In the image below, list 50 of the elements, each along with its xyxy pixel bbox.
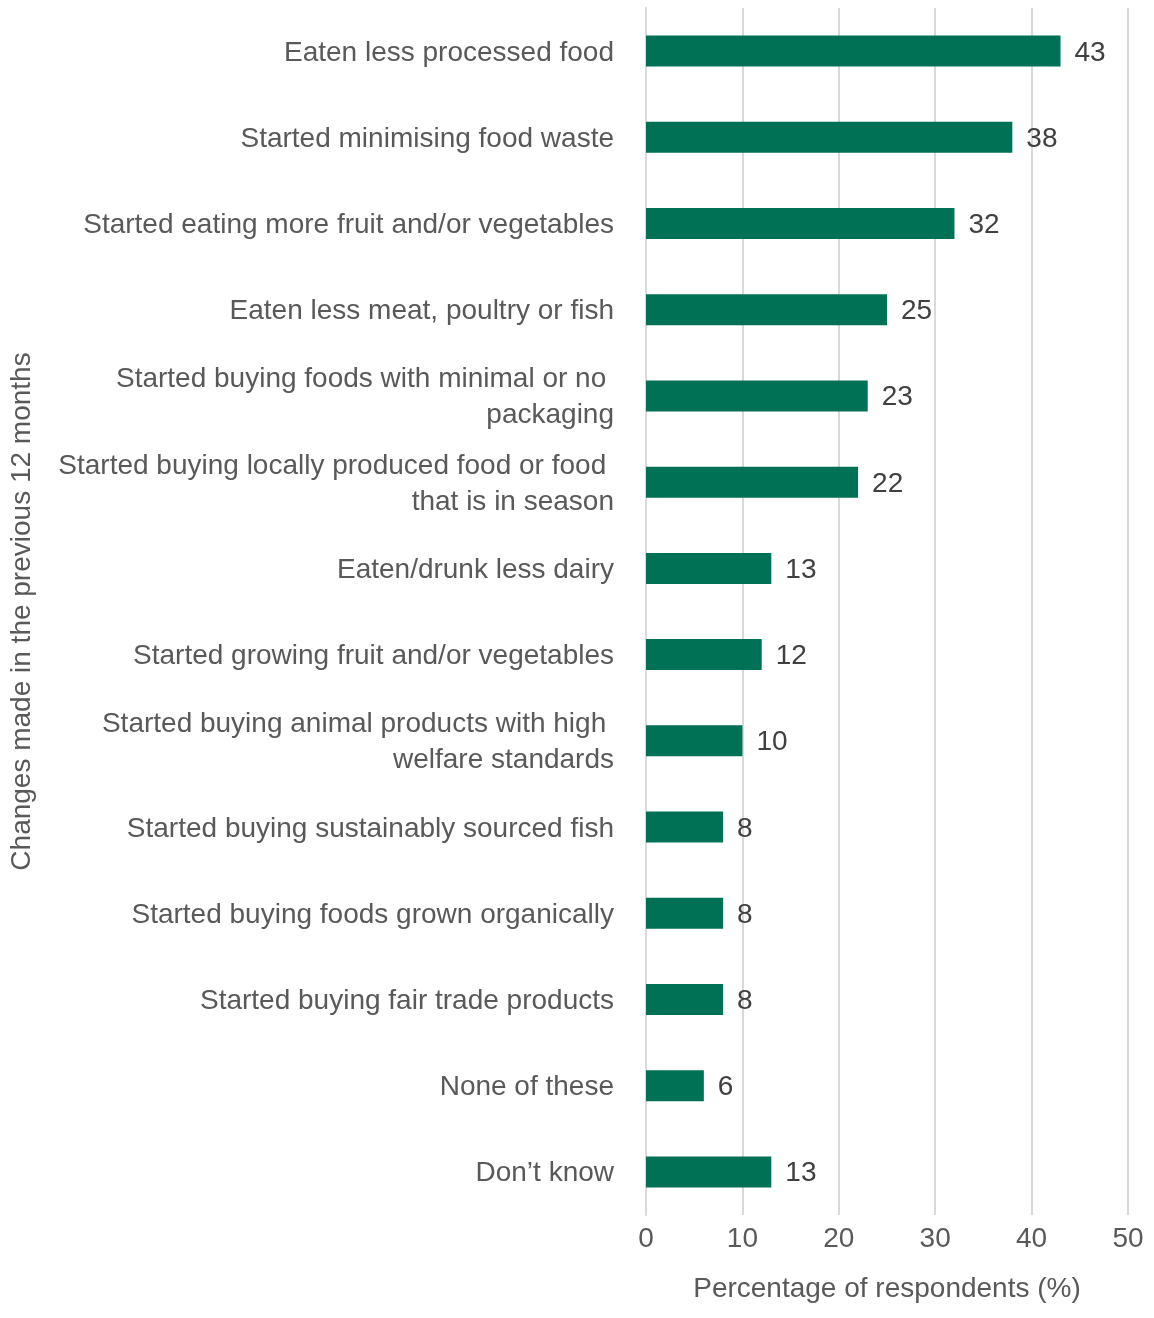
bar — [646, 552, 772, 584]
bar — [646, 208, 955, 240]
data-label: 38 — [1026, 121, 1058, 153]
y-tick-label: Eaten less processed food — [284, 35, 614, 67]
bar — [646, 35, 1061, 67]
y-axis-title: Changes made in the previous 12 months — [4, 352, 36, 871]
y-tick-label: Eaten/drunk less dairy — [336, 552, 614, 584]
data-label: 32 — [968, 208, 1000, 240]
x-tick-label: 50 — [1112, 1221, 1144, 1253]
data-label: 8 — [737, 897, 753, 929]
y-tick-label: Started buying foods grown organically — [131, 897, 614, 929]
y-tick-label: Started minimising food waste — [240, 121, 614, 153]
bar — [646, 294, 887, 326]
data-label: 25 — [901, 294, 933, 326]
y-tick-label: Eaten less meat, poultry or fish — [229, 294, 614, 326]
y-tick-label: Started buying locally produced food or food that is in season — [58, 448, 614, 516]
data-label: 12 — [775, 639, 807, 671]
data-label: 8 — [737, 811, 753, 843]
x-tick-label: 0 — [638, 1221, 654, 1253]
y-tick-label: Started buying foods with minimal or no packaging — [115, 362, 614, 430]
data-label: 43 — [1074, 35, 1106, 67]
bar — [646, 1156, 772, 1188]
y-tick-label: Started buying animal products with high welfare standards — [101, 707, 614, 775]
y-tick-label: Started buying fair trade products — [199, 983, 614, 1015]
x-axis-title: Percentage of respondents (%) — [693, 1271, 1081, 1303]
bar — [646, 380, 868, 412]
bar — [646, 897, 724, 929]
bar — [646, 811, 724, 843]
x-tick-label: 10 — [726, 1221, 758, 1253]
bar — [646, 639, 762, 671]
y-tick-label: Don’t know — [475, 1156, 615, 1188]
data-label: 13 — [785, 1156, 817, 1188]
y-tick-label: Started growing fruit and/or vegetables — [133, 639, 614, 671]
y-tick-label: Started buying sustainably sourced fish — [126, 811, 614, 843]
data-label: 8 — [737, 983, 753, 1015]
x-tick-label: 40 — [1016, 1221, 1048, 1253]
data-label: 23 — [881, 380, 913, 412]
y-tick-label: None of these — [439, 1070, 614, 1102]
y-tick-label: Started eating more fruit and/or vegetables — [83, 208, 614, 240]
bar — [646, 725, 743, 757]
bar — [646, 983, 724, 1015]
x-tick-label: 30 — [919, 1221, 951, 1253]
bar — [646, 1070, 704, 1102]
x-tick-label: 20 — [823, 1221, 855, 1253]
data-label: 22 — [872, 466, 904, 498]
bar — [646, 466, 859, 498]
data-label: 10 — [756, 725, 788, 757]
data-label: 13 — [785, 552, 817, 584]
bar — [646, 121, 1013, 153]
data-label: 6 — [717, 1070, 734, 1102]
